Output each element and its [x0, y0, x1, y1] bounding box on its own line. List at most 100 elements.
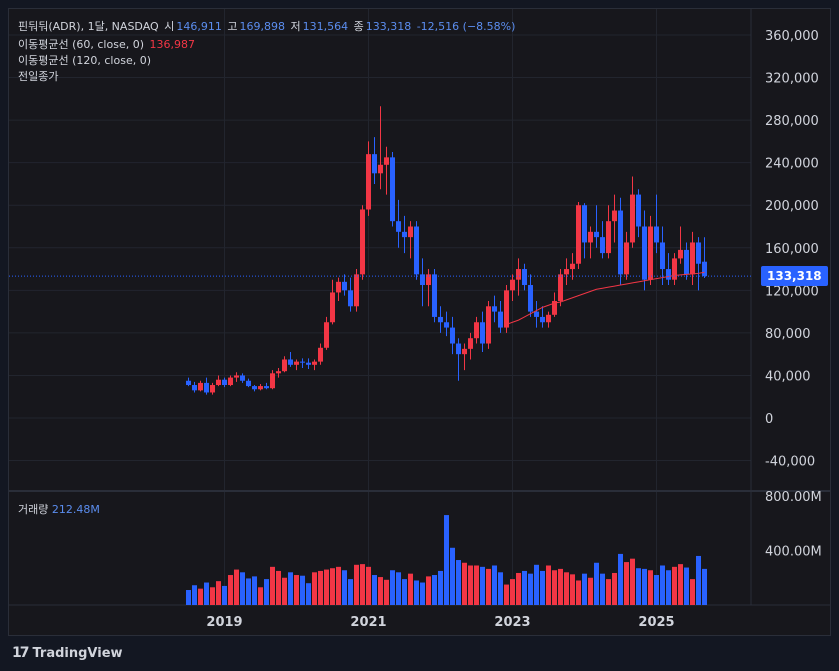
price-tick-label: 240,000 — [765, 157, 819, 172]
candle-body — [666, 269, 671, 280]
time-tick-label: 2025 — [638, 615, 674, 630]
candle-body — [564, 269, 569, 275]
candle-body — [324, 322, 329, 348]
volume-bar — [234, 569, 239, 605]
candle-body — [546, 314, 551, 323]
ma120-legend[interactable]: 이동평균선 (120, close, 0) — [18, 53, 153, 69]
volume-bar — [450, 547, 455, 605]
candle-body — [534, 311, 539, 317]
volume-bar — [492, 565, 497, 605]
candle-body — [474, 322, 479, 339]
volume-bar — [420, 582, 425, 605]
volume-bar — [294, 575, 299, 605]
volume-bar — [306, 583, 311, 605]
volume-bar — [618, 553, 623, 605]
candle-body — [402, 231, 407, 238]
last-price-badge: 133,318 — [761, 266, 828, 287]
candle-body — [384, 157, 389, 165]
volume-bar — [654, 575, 659, 605]
volume-bar — [222, 585, 227, 605]
volume-bar — [648, 570, 653, 605]
volume-bar — [630, 558, 635, 605]
volume-label: 거래량 — [18, 503, 49, 516]
tradingview-brand[interactable]: 17 TradingView — [12, 645, 123, 661]
candle-body — [654, 226, 659, 243]
close-label: 종 — [353, 20, 364, 33]
candle-body — [702, 261, 707, 277]
candle-body — [582, 205, 587, 243]
price-tick-label: 120,000 — [765, 284, 819, 299]
candle-body — [276, 371, 281, 374]
candle-body — [210, 385, 215, 393]
candle-body — [618, 210, 623, 275]
volume-bar — [480, 566, 485, 605]
candle-body — [504, 290, 509, 328]
volume-bar — [318, 570, 323, 605]
volume-bar — [516, 572, 521, 605]
candle-body — [630, 194, 635, 243]
volume-bar — [594, 562, 599, 605]
time-tick-label: 2021 — [350, 615, 386, 630]
candle-body — [414, 226, 419, 275]
volume-bar — [372, 575, 377, 605]
candle-body — [282, 359, 287, 372]
ma120-label: 이동평균선 (120, close, 0) — [18, 54, 151, 67]
candle-body — [450, 327, 455, 344]
candle-body — [600, 237, 605, 254]
candle-body — [468, 338, 473, 349]
ohlc-legend: 핀둬둬(ADR), 1달, NASDAQ 시 146,911 고 169,898 저… — [18, 19, 517, 35]
volume-bar — [282, 577, 287, 605]
candle-body — [612, 210, 617, 222]
candle-body — [192, 385, 197, 391]
volume-bar — [546, 565, 551, 605]
candle-body — [624, 242, 629, 275]
volume-legend[interactable]: 거래량 212.48M — [18, 501, 100, 517]
volume-bar — [354, 564, 359, 605]
volume-bar — [300, 575, 305, 605]
price-tick-label: 280,000 — [765, 114, 819, 129]
volume-bar — [690, 579, 695, 605]
volume-bar — [660, 565, 665, 605]
volume-bar — [666, 570, 671, 605]
candle-body — [558, 274, 563, 301]
price-tick-label: 40,000 — [765, 369, 811, 384]
volume-bar — [336, 566, 341, 605]
candle-body — [594, 231, 599, 238]
chart-canvas[interactable]: 360,000 320,000 280,000 240,000 200,000 160,0… — [9, 9, 831, 636]
ma60-legend[interactable]: 이동평균선 (60, close, 0) 136,987 — [18, 37, 197, 53]
candle-body — [648, 226, 653, 280]
candle-body — [636, 194, 641, 227]
volume-bar — [684, 567, 689, 605]
prev-close-legend[interactable]: 전일종가 — [18, 69, 60, 85]
volume-bar — [534, 564, 539, 605]
candle-body — [312, 361, 317, 365]
candle-body — [426, 274, 431, 286]
candle-body — [684, 249, 689, 275]
volume-bar — [384, 579, 389, 605]
candle-body — [264, 386, 269, 389]
candle-body — [696, 242, 701, 264]
candle-body — [672, 258, 677, 280]
volume-bar — [504, 584, 509, 605]
candle-body — [420, 274, 425, 286]
volume-value: 212.48M — [51, 503, 100, 516]
chart-frame[interactable]: 360,000 320,000 280,000 240,000 200,000 160,0… — [8, 8, 831, 636]
price-tick-label: 80,000 — [765, 327, 811, 342]
candle-body — [456, 343, 461, 355]
volume-bar — [360, 564, 365, 605]
candle-body — [690, 242, 695, 275]
candle-body — [480, 322, 485, 344]
candle-body — [432, 274, 437, 317]
volume-bar — [486, 568, 491, 605]
volume-bar — [264, 579, 269, 605]
symbol-label[interactable]: 핀둬둬(ADR), 1달, NASDAQ — [18, 20, 159, 33]
volume-bar — [414, 580, 419, 605]
volume-bar — [390, 570, 395, 605]
volume-bar — [576, 580, 581, 605]
price-tick-label: -40,000 — [765, 455, 815, 470]
volume-bar — [348, 579, 353, 605]
volume-bar — [588, 577, 593, 605]
volume-bar — [204, 582, 209, 605]
volume-bar — [378, 577, 383, 605]
volume-bar — [432, 575, 437, 605]
